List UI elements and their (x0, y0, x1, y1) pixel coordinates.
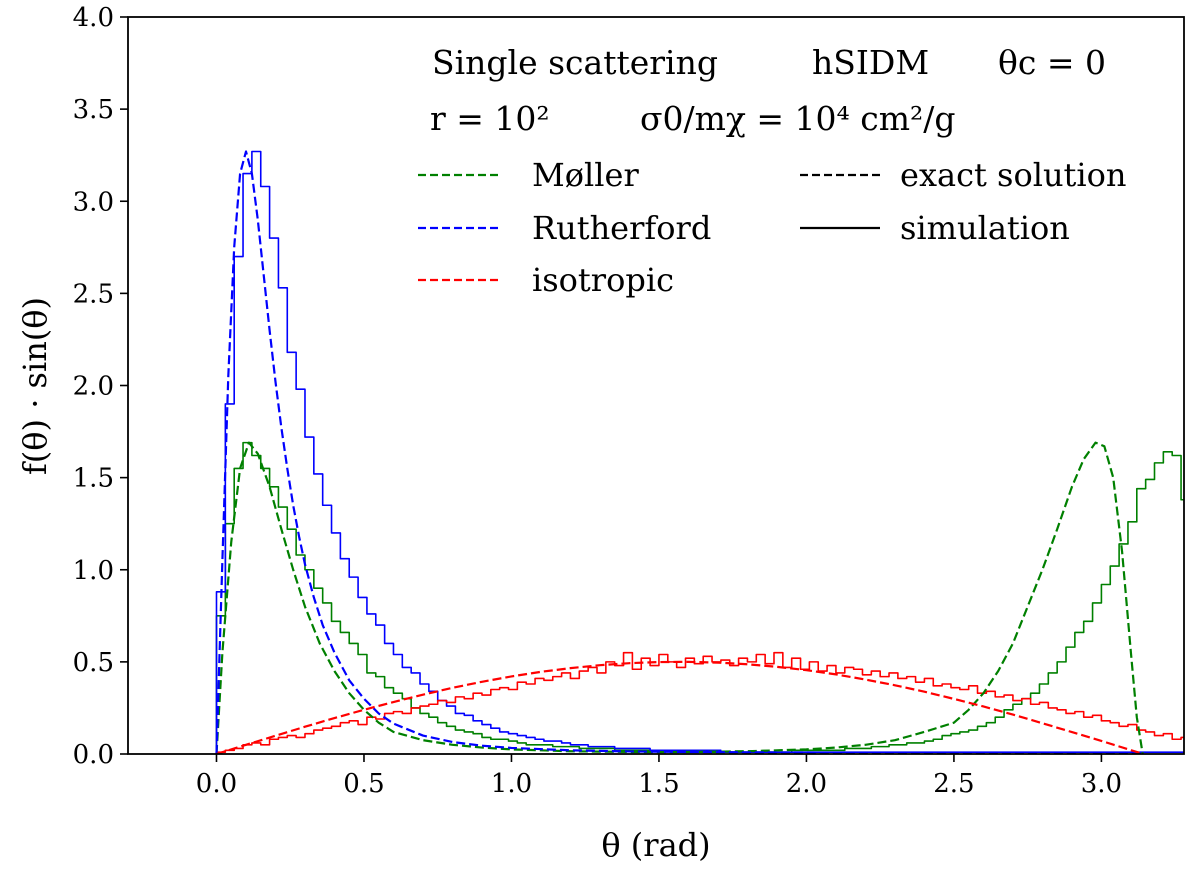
series-rutherford-simulation (215, 150, 1184, 754)
y-tick-label: 4.0 (73, 3, 114, 33)
y-tick-label: 1.0 (73, 556, 114, 586)
annotation-model: hSIDM (812, 43, 929, 82)
legend-label-exact-solution: exact solution (900, 156, 1127, 194)
legend: Møller Rutherford isotropic exact soluti… (418, 156, 1127, 299)
x-tick-label: 0.5 (343, 769, 384, 799)
series-isotropic-exact-solution (216, 660, 1144, 754)
x-tick-label: 0.0 (196, 769, 237, 799)
y-axis-title: f(θ) · sin(θ) (16, 297, 54, 475)
series-isotropic-simulation (215, 651, 1184, 754)
x-axis-title: θ (rad) (601, 826, 710, 864)
y-tick-label: 2.5 (73, 279, 114, 309)
y-tick-label: 0.0 (73, 740, 114, 770)
annotation-r-value: r = 10² (430, 99, 550, 138)
series-layer (215, 150, 1184, 754)
annotation-single-scattering: Single scattering (432, 43, 718, 82)
x-tick-label: 3.0 (1081, 769, 1122, 799)
annotation-cross-section: σ0/mχ = 10⁴ cm²/g (640, 99, 956, 138)
legend-label-rutherford: Rutherford (532, 209, 711, 247)
y-tick-label: 3.0 (73, 187, 114, 217)
x-tick-label: 1.5 (638, 769, 679, 799)
x-tick-label: 1.0 (491, 769, 532, 799)
series-moller-exact-solution (215, 441, 1144, 754)
legend-label-moller: Møller (532, 156, 639, 194)
y-tick-label: 1.5 (73, 464, 114, 494)
y-tick-label: 2.0 (73, 372, 114, 402)
y-tick-label: 3.5 (73, 95, 114, 125)
series-rutherford-exact-solution (215, 150, 1143, 754)
x-tick-label: 2.5 (933, 769, 974, 799)
annotation-theta-c: θc = 0 (998, 43, 1106, 82)
y-tick-label: 0.5 (73, 648, 114, 678)
legend-label-isotropic: isotropic (532, 261, 674, 299)
x-tick-label: 2.0 (786, 769, 827, 799)
ticks-layer: 0.0 0.5 1.0 1.5 2.0 2.5 3.0 0.0 0.5 1.0 1.5 2.0 2.5 3… (73, 3, 1122, 799)
legend-label-simulation: simulation (900, 209, 1070, 247)
